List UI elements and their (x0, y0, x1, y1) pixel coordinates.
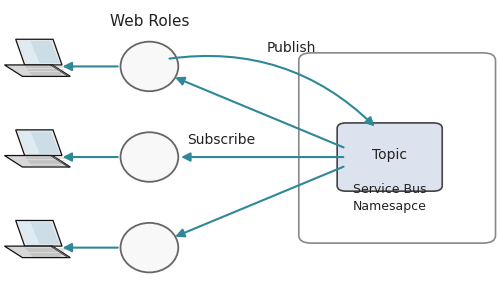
Polygon shape (19, 132, 60, 154)
Text: Topic: Topic (373, 148, 407, 162)
Text: Subscribe: Subscribe (188, 133, 255, 147)
Polygon shape (19, 132, 39, 154)
Polygon shape (19, 41, 39, 63)
Polygon shape (4, 246, 70, 258)
Ellipse shape (125, 64, 177, 72)
Polygon shape (19, 222, 60, 244)
Polygon shape (50, 65, 70, 76)
Polygon shape (50, 246, 70, 258)
Polygon shape (16, 130, 62, 156)
Text: Web Roles: Web Roles (110, 14, 189, 29)
Text: Service Bus
Namesapce: Service Bus Namesapce (353, 183, 427, 213)
Ellipse shape (121, 223, 178, 272)
Polygon shape (4, 156, 70, 167)
Polygon shape (19, 222, 39, 244)
Text: Publish: Publish (266, 41, 316, 55)
Ellipse shape (121, 132, 178, 182)
Polygon shape (50, 156, 70, 167)
Ellipse shape (125, 246, 177, 253)
FancyBboxPatch shape (299, 53, 496, 243)
Polygon shape (4, 65, 70, 76)
FancyBboxPatch shape (337, 123, 442, 191)
Ellipse shape (121, 42, 178, 91)
Ellipse shape (125, 155, 177, 162)
Polygon shape (16, 39, 62, 65)
Polygon shape (19, 41, 60, 63)
Polygon shape (16, 220, 62, 246)
